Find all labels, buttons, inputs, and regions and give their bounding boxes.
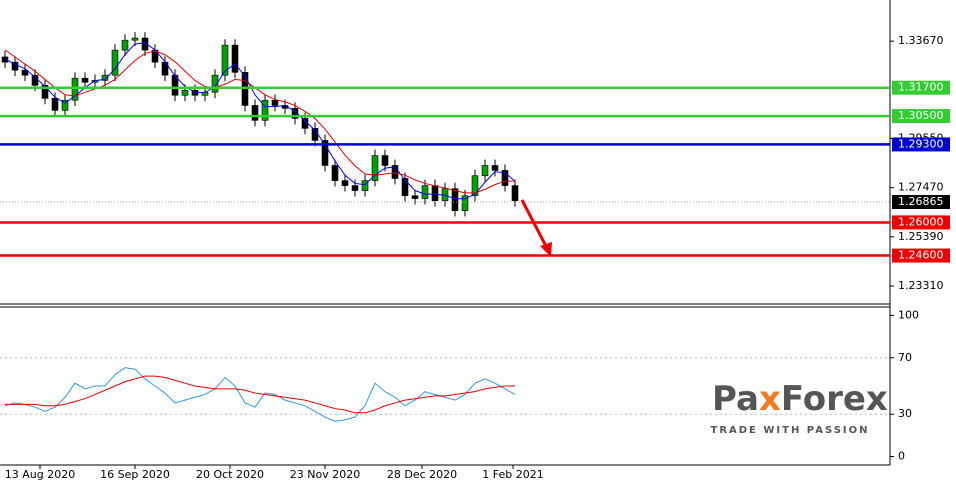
- candle-body: [41, 85, 49, 99]
- candle-body: [371, 155, 379, 181]
- level-label: 1.26000: [898, 215, 944, 228]
- x-tick-label: 20 Oct 2020: [196, 468, 264, 481]
- y-tick-label: 1.33670: [898, 34, 944, 47]
- level-label-box: [892, 215, 950, 230]
- y-tick-label: 1.27470: [898, 181, 944, 194]
- indicator-line: [4, 367, 516, 422]
- candle-body: [231, 44, 239, 73]
- x-tick-label: 1 Feb 2021: [482, 468, 543, 481]
- y-tick-label: 70: [898, 351, 912, 364]
- candle-body: [511, 185, 519, 201]
- candle-body: [431, 185, 439, 201]
- candle-body: [71, 77, 79, 101]
- candle-body: [361, 180, 369, 191]
- candle-body: [501, 170, 509, 186]
- level-label: 1.30500: [898, 109, 944, 122]
- candle-body: [211, 74, 219, 93]
- candle-body: [381, 155, 389, 166]
- candle-body: [331, 165, 339, 181]
- candle-body: [271, 99, 279, 106]
- logo: PaxForex TRADE WITH PASSION: [711, 379, 888, 437]
- candle-body: [481, 165, 489, 176]
- level-label-box: [892, 137, 950, 152]
- y-tick-label: 0: [898, 450, 905, 463]
- level-label: 1.24600: [898, 249, 944, 262]
- x-tick-label: 13 Aug 2020: [5, 468, 75, 481]
- candle-body: [471, 175, 479, 197]
- candle-body: [111, 49, 119, 76]
- candle-body: [11, 61, 19, 71]
- y-tick-label: 100: [898, 308, 919, 321]
- candle-body: [261, 99, 269, 121]
- candle-body: [61, 99, 69, 111]
- current-price-box: [892, 194, 950, 209]
- candle-body: [421, 185, 429, 199]
- candle-body: [451, 188, 459, 211]
- candle-body: [391, 165, 399, 179]
- forecast-arrow: [520, 199, 550, 251]
- candle-body: [461, 195, 469, 211]
- candle-body: [21, 69, 29, 76]
- logo-part: x: [759, 379, 781, 419]
- candle-body: [221, 44, 229, 76]
- level-label-box: [892, 109, 950, 124]
- logo-part: Pa: [712, 379, 759, 419]
- candle-body: [181, 90, 189, 96]
- y-tick-label: 1.25390: [898, 230, 944, 243]
- logo-tagline: TRADE WITH PASSION: [711, 425, 870, 436]
- logo-part: Forex: [781, 379, 888, 419]
- candle-body: [51, 98, 59, 111]
- candle-body: [491, 165, 499, 171]
- indicator-line: [4, 49, 515, 194]
- level-label-box: [892, 248, 950, 263]
- level-label-box: [892, 80, 950, 95]
- candle-body: [251, 105, 259, 121]
- level-label: 1.29300: [898, 137, 944, 150]
- candle-body: [141, 37, 149, 51]
- level-label: 1.31700: [898, 81, 944, 94]
- candle-body: [321, 140, 329, 166]
- candle-body: [121, 39, 129, 51]
- x-tick-label: 23 Nov 2020: [290, 468, 360, 481]
- logo-name: PaxForex: [712, 379, 888, 419]
- forecast-arrowhead: [540, 242, 552, 257]
- candle-body: [131, 37, 139, 41]
- candle-body: [341, 180, 349, 186]
- candle-body: [291, 107, 299, 119]
- x-tick-label: 28 Dec 2020: [387, 468, 457, 481]
- candle-body: [81, 77, 89, 83]
- y-tick-label: 1.23310: [898, 279, 944, 292]
- candle-body: [101, 74, 109, 81]
- indicator-line: [4, 42, 516, 200]
- indicator-line: [5, 375, 515, 414]
- candle-body: [401, 178, 409, 197]
- candle-body: [351, 185, 359, 191]
- current-price-label: 1.26865: [898, 195, 944, 208]
- x-tick-label: 16 Sep 2020: [100, 468, 170, 481]
- y-tick-label: 30: [898, 407, 912, 420]
- candle-body: [411, 195, 419, 199]
